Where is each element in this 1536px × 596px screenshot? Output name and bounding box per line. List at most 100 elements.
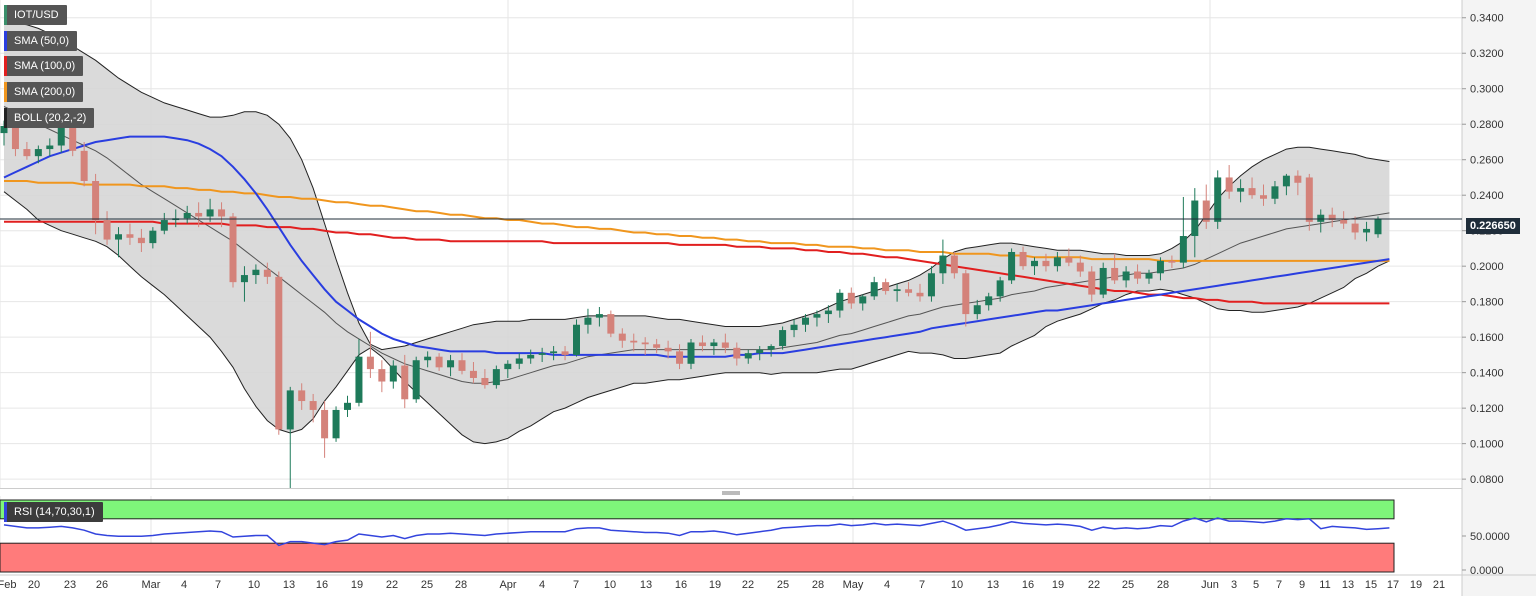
candle-body [218,209,226,217]
candle-body [595,314,603,318]
candle-body [1317,214,1325,222]
y-tick-label: 0.3000 [1470,84,1504,96]
candle-body [698,342,706,347]
candle-body [0,125,8,134]
candle-body [103,220,111,240]
candle-body [401,365,409,400]
candle-body [321,409,329,439]
candle-body [1111,267,1119,281]
x-tick-label: 28 [1157,579,1169,591]
candle-body [664,347,672,352]
bollinger-fill [4,21,1390,444]
y-tick-label: 0.1400 [1470,368,1504,380]
candle-body [1340,220,1348,224]
x-tick-label: 7 [919,579,925,591]
candle-body [332,409,340,439]
candle-body [573,324,580,355]
x-tick-label: Mar [142,579,161,591]
candle-body [744,353,752,359]
x-tick-label: Jun [1201,579,1219,591]
x-tick-label: 7 [573,579,579,591]
x-tick-label: Apr [499,579,516,591]
x-tick-label: 19 [1410,579,1422,591]
candle-body [1225,177,1233,192]
y-tick-label: 0.0800 [1470,474,1504,486]
candle-body [882,282,890,292]
candle-body [927,273,935,297]
rsi-y-tick-label: 0.0000 [1470,565,1504,577]
candle-body [435,356,443,368]
candle-body [1237,188,1245,192]
candle-body [92,181,100,221]
candle-body [240,275,248,283]
legend-rsi[interactable]: RSI (14,70,30,1) [4,502,103,522]
candle-body [1065,257,1073,263]
candle-body [1374,218,1382,235]
candle-body [733,347,741,359]
x-tick-label: 4 [181,579,187,591]
candle-body [630,340,638,343]
x-tick-label: 26 [96,579,108,591]
x-tick-label: 25 [1122,579,1134,591]
candle-body [1122,271,1130,281]
y-tick-label: 0.2400 [1470,190,1504,202]
candle-body [447,360,455,368]
x-tick-label: 10 [248,579,260,591]
candle-body [710,342,718,347]
legend-sma200[interactable]: SMA (200,0) [4,82,84,102]
candle-body [767,346,775,350]
candle-body [1076,262,1084,272]
x-tick-label: 13 [283,579,295,591]
legend-sma100[interactable]: SMA (100,0) [4,56,84,76]
y-tick-label: 0.1000 [1470,439,1504,451]
candle-body [11,125,19,150]
candle-body [905,289,913,293]
candle-body [355,356,363,403]
x-axis: Feb 20 23 26 Mar 4 7 10 13 16 19 22 25 28 Apr 4 7 10 13 16 1… [0,579,1445,591]
candle-body [69,125,77,151]
candle-body [1282,175,1290,187]
candle-body [870,282,878,297]
candle-body [160,220,168,231]
candle-body [1294,175,1302,183]
candle-body [790,324,798,331]
candle-body [779,330,787,347]
candle-body [584,317,592,325]
x-tick-label: 22 [386,579,398,591]
x-tick-label: 19 [1052,579,1064,591]
legend-sma50[interactable]: SMA (50,0) [4,31,78,51]
candle-body [859,296,867,304]
y-tick-label: 0.2800 [1470,119,1504,131]
x-tick-label: 16 [316,579,328,591]
candle-body [137,237,145,244]
y-tick-label: 0.1200 [1470,403,1504,415]
candle-body [939,255,947,274]
x-tick-label: 22 [742,579,754,591]
candle-body [1088,271,1096,295]
x-tick-label: 4 [884,579,890,591]
candle-body [836,292,844,311]
candle-body [1156,260,1164,274]
candle-body [1363,228,1371,233]
x-tick-label: 20 [28,579,40,591]
rsi-y-tick-label: 50.0000 [1470,531,1510,543]
candle-body [298,390,306,402]
candle-body [641,342,649,345]
candle-body [57,125,65,146]
candle-body [1168,260,1176,263]
candle-body [538,353,546,355]
candle-body [275,276,283,430]
candle-body [469,370,477,378]
x-tick-label: 13 [987,579,999,591]
candle-body [46,145,54,150]
candle-body [263,269,271,277]
current-price-tag: 0.226650 [1466,218,1520,234]
candle-body [515,358,523,364]
candle-body [1008,251,1016,281]
candle-body [1179,236,1187,263]
legend-boll[interactable]: BOLL (20,2,-2) [4,108,95,128]
x-tick-label: 7 [215,579,221,591]
candle-body [1031,260,1038,267]
x-tick-label: 10 [951,579,963,591]
